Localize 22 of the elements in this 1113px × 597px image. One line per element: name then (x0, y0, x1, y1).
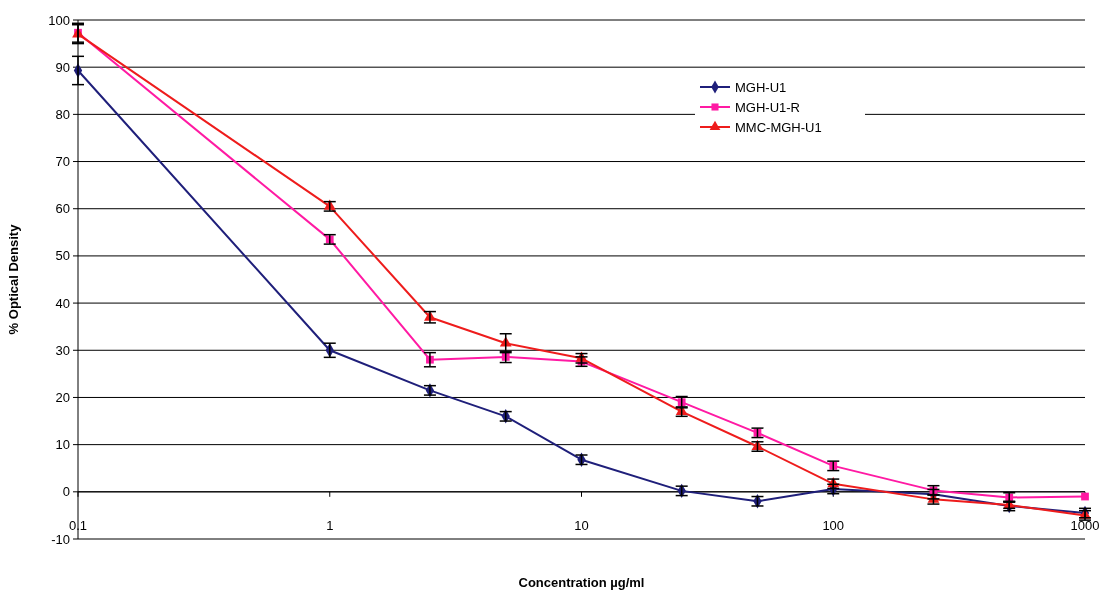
y-tick-label: 80 (55, 106, 70, 122)
y-tick-label: 70 (55, 154, 70, 170)
y-tick-label: 30 (55, 342, 70, 358)
y-tick-label: 0 (62, 484, 70, 500)
x-tick-label: 1 (326, 517, 334, 533)
y-tick-label: 50 (55, 248, 70, 264)
legend-label: MGH-U1 (735, 79, 787, 95)
y-tick-label: 100 (48, 12, 70, 28)
y-tick-label: -10 (51, 531, 70, 547)
y-tick-label: 20 (55, 390, 70, 405)
x-axis-title: Concentration µg/ml (518, 575, 645, 590)
x-tick-label: 10 (574, 517, 589, 533)
x-tick-label: 0.1 (68, 517, 88, 533)
y-axis-title: % Optical Density (6, 223, 21, 335)
y-tick-label: 60 (55, 201, 70, 217)
legend-label: MGH-U1-R (735, 99, 800, 115)
y-tick-label: 90 (55, 59, 70, 75)
x-tick-label: 1000 (1070, 517, 1100, 533)
x-tick-label: 100 (822, 517, 845, 533)
legend-label: MMC-MGH-U1 (735, 119, 822, 135)
y-tick-label: 10 (55, 437, 70, 453)
y-tick-label: 40 (55, 295, 70, 311)
